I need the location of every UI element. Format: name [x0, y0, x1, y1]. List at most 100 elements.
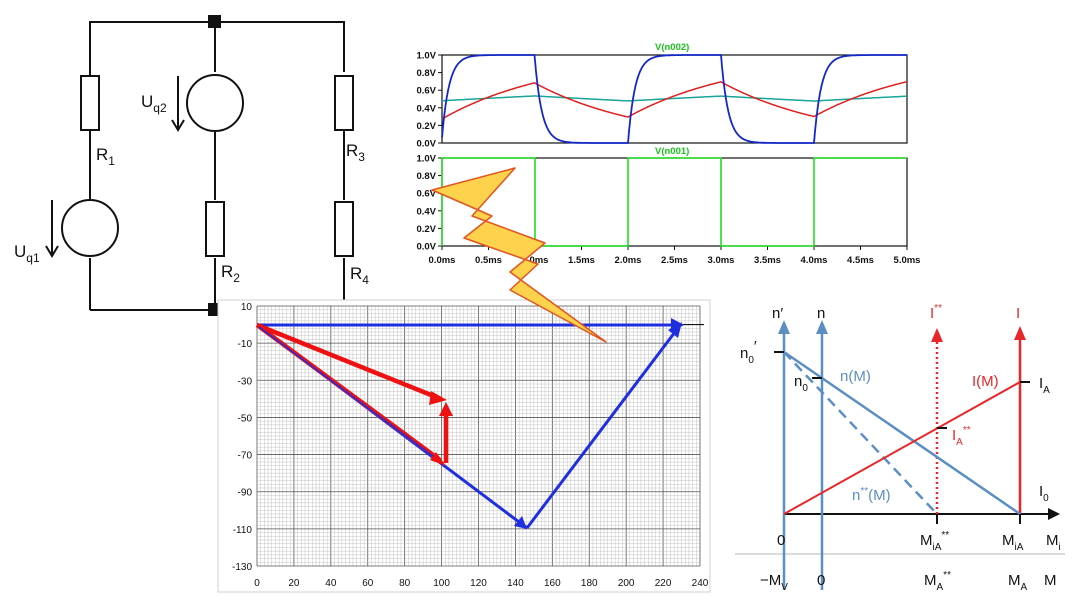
motor-label-i0: I0 — [1039, 483, 1049, 504]
phasor-x-tick-label: 180 — [581, 578, 598, 589]
oscilloscope-panel: V(n002) V(n001) 1.0V 0.8V 0.6V 0.4V 0.2V 0.0V… — [416, 42, 920, 266]
label-r4: R4 — [350, 264, 369, 287]
motor-label-mia: MiA — [1002, 532, 1024, 553]
osc-x-tick-label: 4.5ms — [847, 255, 874, 266]
osc-x-tick-label: 5.0ms — [894, 255, 921, 266]
voltage-source-uq2 — [186, 74, 244, 132]
motor-i-star-arrow-icon — [931, 328, 943, 342]
osc-y-tick-label: 0.8V — [416, 171, 436, 182]
phasor-red-arrowhead-1 — [429, 391, 447, 405]
motor-label-n-star-m: n**(M) — [852, 486, 891, 504]
resistor-r4 — [334, 201, 354, 257]
label-r1: R1 — [96, 145, 115, 168]
motor-i-arrow-icon — [1014, 326, 1026, 340]
osc-y-tick-label: 0.6V — [416, 189, 436, 200]
phasor-x-tick-label: 100 — [433, 578, 450, 589]
motor-label-ia: IA — [1039, 375, 1050, 396]
osc-top-title: V(n002) — [655, 42, 689, 53]
motor-label-mia-star: MiA** — [920, 530, 949, 553]
osc-y-tick-label: 1.0V — [416, 154, 436, 165]
phasor-red-arrowhead-3 — [430, 452, 446, 466]
osc-x-tick-label: 3.5ms — [754, 255, 781, 266]
osc-y-tick-label: 0.2V — [416, 121, 436, 132]
motor-label-n: n — [817, 305, 825, 322]
motor-label-n-of-m: n(M) — [840, 368, 871, 385]
phasor-blue-arrowhead-3 — [514, 516, 527, 529]
lightning-bolt-icon — [431, 167, 607, 343]
osc-x-tick-label: 4.0ms — [801, 255, 828, 266]
osc-x-tick-label: 0.5ms — [475, 255, 502, 266]
resistor-r2 — [205, 201, 225, 257]
osc-slow-trace — [442, 95, 907, 102]
phasor-x-tick-label: 60 — [362, 578, 374, 589]
phasor-y-tick-label: 10 — [241, 302, 253, 313]
phasor-x-tick-label: 120 — [470, 578, 487, 589]
phasor-red-arrowhead-2 — [439, 402, 453, 416]
phasor-x-tick-label: 0 — [254, 578, 260, 589]
resistor-r1 — [80, 75, 100, 131]
motor-label-ia-star: IA** — [952, 425, 971, 448]
phasor-y-tick-label: -90 — [238, 488, 253, 499]
osc-mid-trace — [441, 80, 908, 120]
phasor-y-tick-label: -50 — [238, 413, 253, 424]
motor-characteristic-diagram: n′ n I** I n0′ n0 n(M) I(M) IA IA** n**(… — [735, 303, 1065, 593]
motor-label-n0-prime: n0′ — [740, 338, 757, 366]
osc-x-tick-label: 2.0ms — [615, 255, 642, 266]
label-r2: R2 — [221, 262, 240, 285]
osc-y-tick-label: 0.0V — [416, 139, 436, 150]
motor-mi-axis-arrow-icon — [1048, 508, 1060, 520]
osc-square-wave — [441, 157, 907, 247]
motor-label-n-prime: n′ — [772, 305, 783, 322]
phasor-y-tick-label: -110 — [233, 525, 253, 536]
motor-label-i-of-m: I(M) — [972, 373, 999, 390]
arrow-uq1-icon — [45, 200, 59, 258]
phasor-plot-frame — [217, 299, 711, 593]
motor-label-minus-mv: −MV — [760, 572, 788, 593]
arrow-uq2-icon — [171, 76, 185, 132]
motor-i-of-m-line — [783, 381, 1021, 515]
motor-label-m: M — [1044, 572, 1057, 589]
osc-bottom-title: V(n001) — [655, 146, 689, 157]
motor-label-mi: Mi — [1046, 532, 1061, 553]
motor-label-zero-top: 0 — [777, 532, 785, 549]
motor-label-i: I — [1016, 305, 1020, 322]
osc-y-tick-label: 0.4V — [416, 103, 436, 114]
phasor-x-tick-label: 240 — [692, 578, 709, 589]
osc-y-tick-label: 0.0V — [416, 242, 436, 253]
phasor-x-tick-label: 160 — [544, 578, 561, 589]
osc-x-tick-label: 0.0ms — [429, 255, 456, 266]
osc-tick-labels: 1.0V 0.8V 0.6V 0.4V 0.2V 0.0V 1.0V 0.8V 0.6V 0.4V… — [416, 51, 920, 267]
motor-n-arrow-icon — [816, 320, 828, 334]
motor-label-i-star: I** — [930, 303, 942, 322]
osc-y-tick-label: 1.0V — [416, 51, 436, 62]
osc-fast-trace — [441, 54, 907, 144]
phasor-y-tick-label: -130 — [232, 562, 252, 573]
osc-x-tick-label: 2.5ms — [661, 255, 688, 266]
motor-n-of-m-line — [783, 350, 1021, 516]
phasor-x-tick-label: 80 — [399, 578, 411, 589]
osc-y-tick-label: 0.6V — [416, 86, 436, 97]
osc-bottom-plot-frame — [441, 157, 908, 247]
osc-y-tick-label: 0.2V — [416, 224, 436, 235]
osc-x-tick-label: 1.0ms — [522, 255, 549, 266]
phasor-x-tick-label: 200 — [618, 578, 635, 589]
osc-y-tick-label: 0.8V — [416, 68, 436, 79]
motor-n-prime-arrow-icon — [778, 320, 790, 334]
resistor-r3 — [334, 75, 354, 131]
label-r3: R3 — [346, 141, 365, 164]
motor-label-n0: n0 — [794, 373, 808, 394]
phasor-y-tick-label: -10 — [238, 339, 253, 350]
motor-label-zero-bottom: 0 — [817, 572, 825, 589]
osc-y-tick-label: 0.4V — [416, 206, 436, 217]
phasor-blue-overlay — [258, 326, 443, 464]
motor-label-ma: MA — [1008, 572, 1028, 593]
voltage-source-uq1 — [61, 199, 119, 257]
label-uq2: Uq2 — [141, 92, 167, 115]
phasor-blue-arrowhead-2 — [668, 322, 682, 338]
phasor-x-tick-label: 220 — [655, 578, 672, 589]
phasor-x-tick-label: 20 — [288, 578, 300, 589]
osc-x-tick-label: 3.0ms — [708, 255, 735, 266]
phasor-y-tick-label: -30 — [238, 376, 253, 387]
